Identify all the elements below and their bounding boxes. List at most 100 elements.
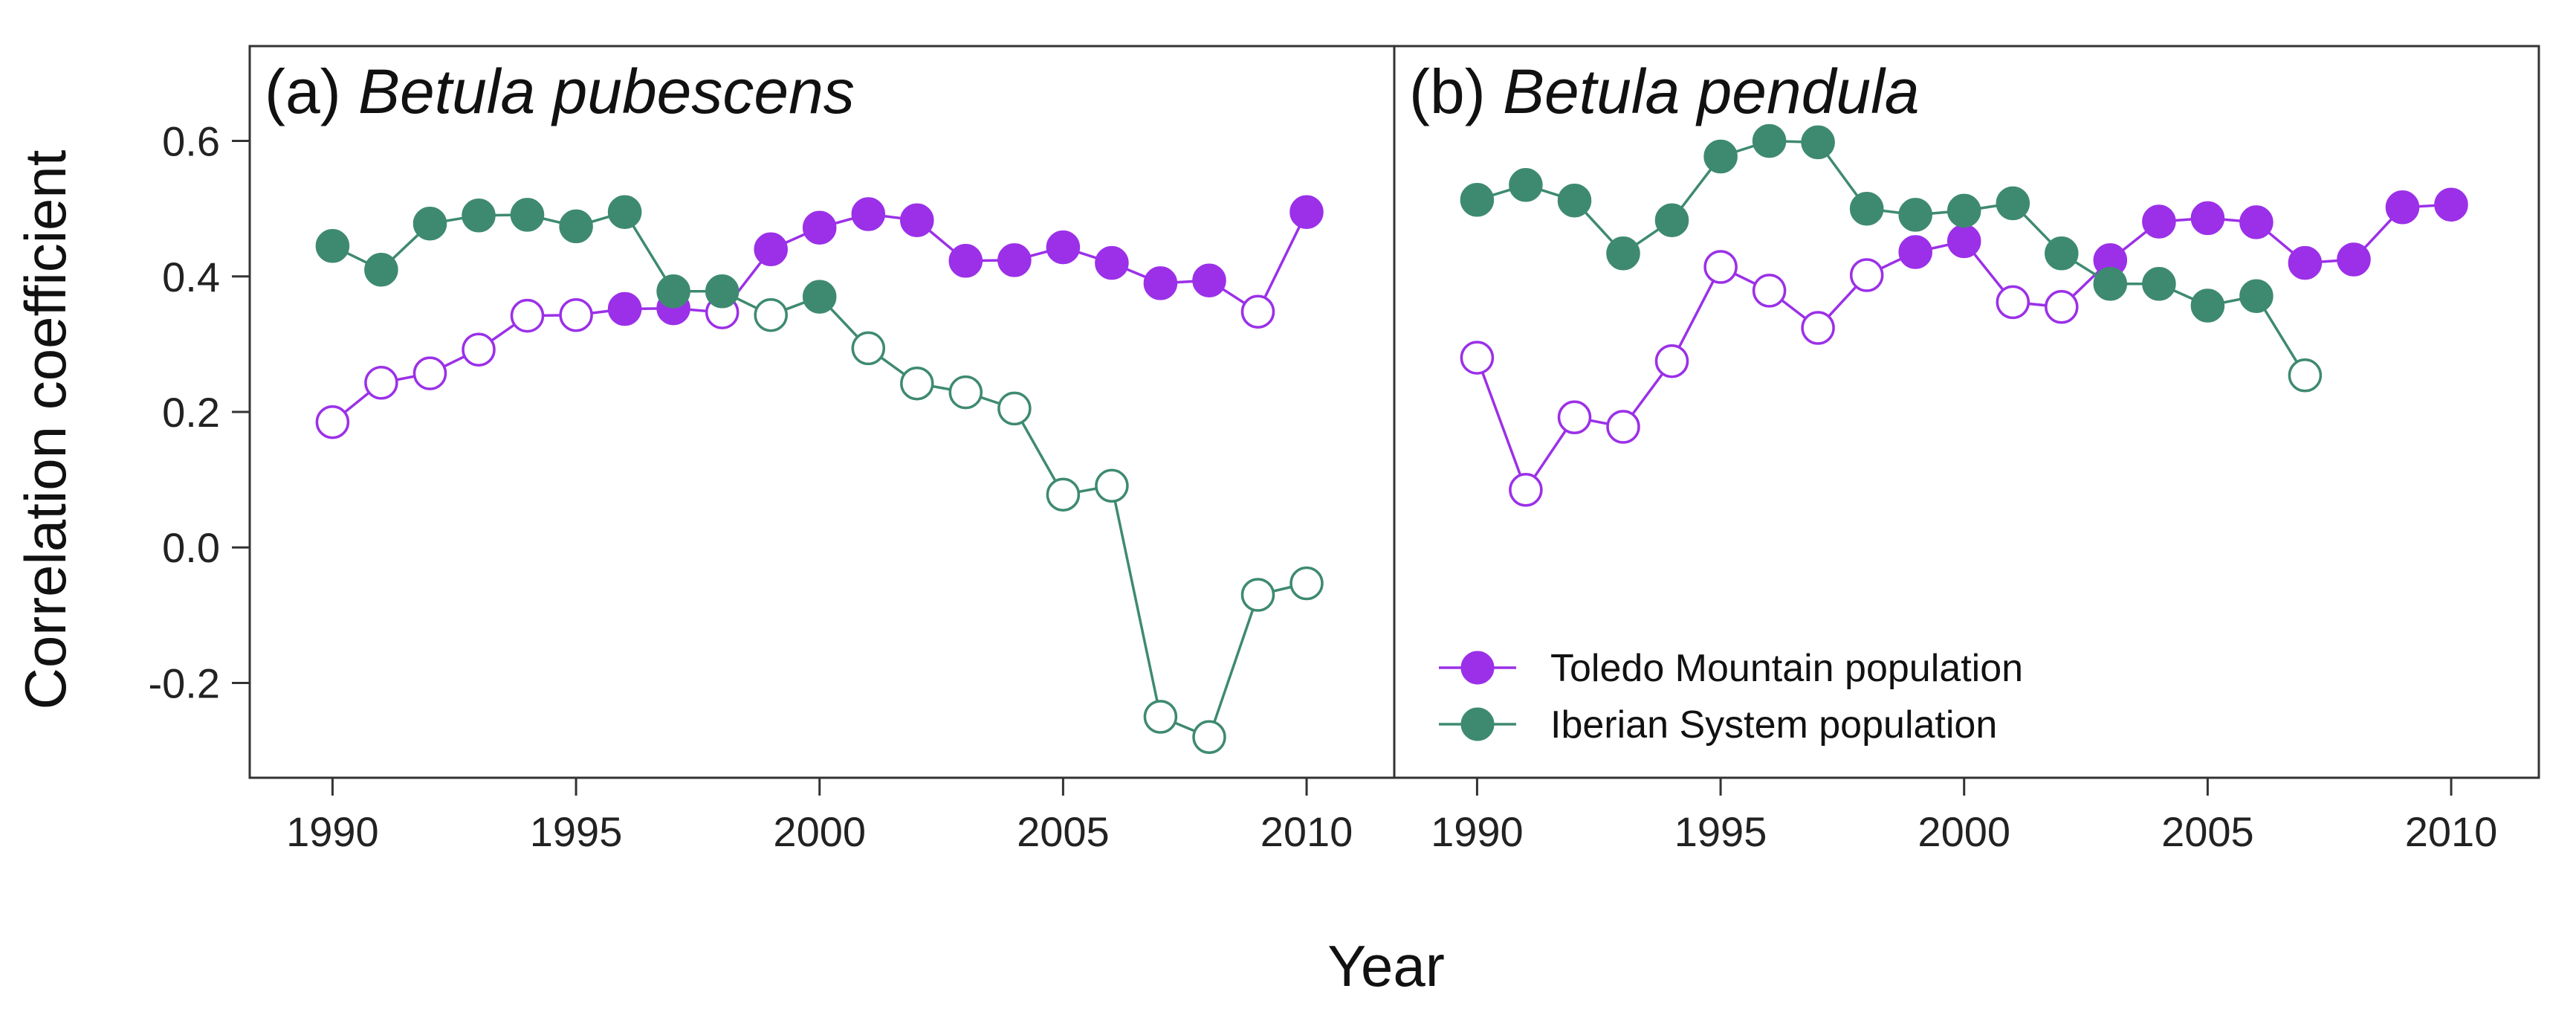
- data-point: [2045, 236, 2079, 271]
- data-point: [1143, 700, 1178, 734]
- data-point: [1509, 168, 1543, 202]
- y-axis-title: Correlation coefficient: [13, 149, 78, 709]
- x-tick-label: 2005: [1017, 808, 1110, 855]
- data-point: [2337, 242, 2371, 277]
- data-point: [315, 229, 350, 263]
- data-point: [2434, 187, 2468, 222]
- data-point: [2239, 279, 2274, 313]
- data-point: [1192, 720, 1226, 755]
- panel-b: 1990 1995 2000 2005 2010 (b) Betula pendula: [1393, 45, 2540, 855]
- data-point: [1849, 258, 1884, 292]
- data-point: [607, 291, 642, 326]
- data-point: [364, 366, 398, 400]
- panel-species: Betula pubescens: [358, 57, 855, 126]
- data-point: [1654, 344, 1689, 378]
- y-tick-label: 0.6: [162, 118, 220, 165]
- series-iberian: [315, 195, 1324, 755]
- legend-swatch-marker: [1460, 651, 1495, 685]
- x-tick-label: 2005: [2161, 808, 2254, 855]
- data-point: [851, 197, 886, 231]
- panel-letter: (b): [1409, 57, 1503, 126]
- y-tick-label: 0.0: [162, 524, 220, 571]
- data-point: [948, 244, 983, 278]
- panel-letter: (a): [265, 57, 358, 126]
- data-point: [462, 332, 496, 367]
- data-point: [1703, 250, 1738, 284]
- data-point: [1143, 266, 1178, 300]
- data-point: [802, 210, 837, 245]
- data-point: [559, 297, 593, 332]
- data-point: [1946, 193, 1981, 228]
- data-point: [2045, 290, 2079, 324]
- data-point: [997, 243, 1032, 277]
- data-point: [2239, 205, 2274, 239]
- data-point: [1046, 477, 1081, 512]
- data-point: [1095, 245, 1129, 280]
- data-point: [900, 203, 934, 237]
- data-point: [1240, 294, 1275, 329]
- data-point: [412, 206, 447, 241]
- data-point: [1654, 203, 1689, 237]
- data-point: [1240, 578, 1275, 612]
- series-iberian: [1460, 123, 2323, 393]
- panel-title: (b) Betula pendula: [1409, 57, 1919, 126]
- series-toledo: [315, 195, 1324, 439]
- data-point: [1898, 198, 1932, 232]
- y-tick-label: 0.4: [162, 254, 220, 300]
- data-point: [1752, 123, 1787, 158]
- data-point: [1460, 183, 1495, 217]
- data-point: [851, 331, 886, 366]
- x-tick-label: 2010: [1261, 808, 1353, 855]
- legend-entry-toledo: Toledo Mountain population: [1439, 647, 2023, 690]
- x-tick-label: 2010: [2405, 808, 2498, 855]
- data-point: [559, 209, 593, 244]
- data-point: [510, 298, 545, 333]
- data-point: [462, 199, 496, 233]
- data-point: [412, 356, 447, 390]
- data-point: [1192, 263, 1226, 297]
- data-point: [1046, 230, 1081, 265]
- legend-entry-iberian: Iberian System population: [1439, 703, 1997, 747]
- data-point: [997, 391, 1032, 426]
- data-point: [2190, 288, 2225, 323]
- panel-title: (a) Betula pubescens: [265, 57, 855, 126]
- data-point: [900, 366, 934, 401]
- plot-frame: [248, 45, 1396, 779]
- data-point: [1460, 341, 1495, 375]
- data-point: [1801, 311, 1835, 345]
- data-point: [1606, 410, 1640, 444]
- y-axis: -0.2 0.0 0.2 0.4 0.6: [149, 46, 251, 778]
- data-point: [2093, 267, 2128, 301]
- data-point: [1898, 235, 1932, 269]
- x-tick-label: 2000: [1918, 808, 2010, 855]
- data-point: [2142, 267, 2176, 301]
- data-point: [2385, 190, 2420, 225]
- y-tick-label: -0.2: [149, 660, 221, 706]
- data-point: [2142, 204, 2176, 239]
- legend-label: Toledo Mountain population: [1550, 647, 2023, 690]
- data-point: [1557, 400, 1592, 435]
- data-point: [754, 232, 788, 267]
- data-point: [510, 198, 545, 232]
- y-tick-label: 0.2: [162, 389, 220, 436]
- x-tick-label: 1990: [1431, 808, 1524, 855]
- data-point: [1996, 285, 2030, 320]
- legend: Toledo Mountain population Iberian System…: [1439, 647, 2023, 747]
- series-line-iberian: [1476, 139, 2306, 376]
- data-point: [705, 274, 740, 309]
- data-point: [656, 274, 690, 309]
- x-tick-label: 1995: [1674, 808, 1767, 855]
- x-tick-label: 2000: [773, 808, 866, 855]
- panel-a: 1990 1995 2000 2005 2010 (a) Betula pubescens: [248, 45, 1396, 855]
- data-point: [1946, 224, 1981, 259]
- data-point: [1557, 183, 1592, 218]
- legend-label: Iberian System population: [1550, 703, 1997, 747]
- data-point: [1289, 195, 1324, 229]
- series-toledo: [1460, 187, 2468, 507]
- data-point: [1703, 139, 1738, 174]
- data-point: [1509, 473, 1543, 507]
- data-point: [607, 195, 642, 229]
- data-point: [1801, 125, 1835, 160]
- x-tick-label: 1990: [286, 808, 379, 855]
